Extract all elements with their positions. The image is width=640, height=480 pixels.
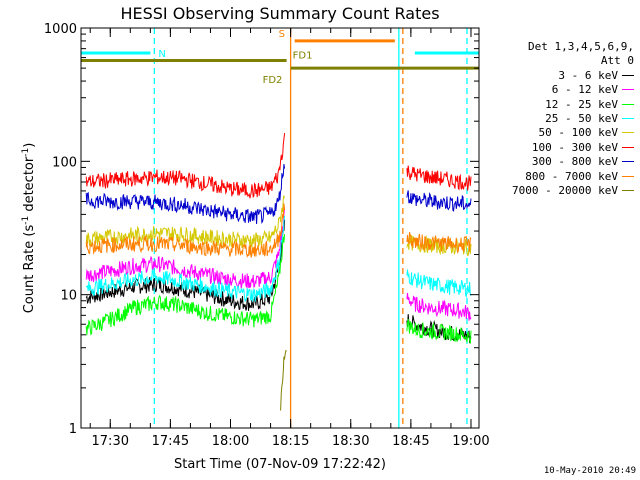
legend-entry: 6 - 12 keV: [474, 83, 634, 97]
y-tick-label: 1000: [44, 22, 77, 37]
legend-swatch: [622, 118, 634, 120]
legend-entry-label: 50 - 100 keV: [538, 126, 618, 140]
legend-entry-label: 7000 - 20000 keV: [512, 184, 618, 198]
series-line: [406, 292, 472, 321]
series-line: [406, 190, 472, 212]
legend-entry: 25 - 50 keV: [474, 112, 634, 126]
series-line: [85, 234, 286, 336]
annotation-label: S: [279, 29, 285, 40]
legend-entry-label: 100 - 300 keV: [531, 140, 618, 154]
timestamp: 10-May-2010 20:49: [543, 466, 636, 476]
series-line: [85, 203, 286, 259]
series-line: [85, 194, 286, 249]
series-line: [85, 133, 286, 199]
x-tick-label: 18:30: [332, 434, 369, 449]
y-axis-label: Count Rate (s-1 detector-1): [21, 143, 37, 314]
legend-entry-label: 800 - 7000 keV: [525, 169, 618, 183]
legend-header: Att 0: [600, 54, 634, 68]
legend-swatch: [622, 175, 634, 178]
legend-entry-label: 25 - 50 keV: [545, 112, 618, 126]
legend-swatch: [622, 161, 634, 163]
legend-entry-label: 3 - 6 keV: [558, 68, 618, 82]
y-tick-label: 1: [69, 422, 77, 437]
series-line: [85, 215, 286, 302]
legend-entry: 12 - 25 keV: [474, 98, 634, 112]
legend-entry: 800 - 7000 keV: [474, 170, 634, 184]
annotation-label: FD1: [293, 51, 313, 62]
x-tick-label: 19:00: [452, 434, 489, 449]
series-line: [406, 165, 472, 191]
legend-entry-label: 300 - 800 keV: [531, 155, 618, 169]
legend-entry: 3 - 6 keV: [474, 69, 634, 83]
legend-entry: 7000 - 20000 keV: [474, 184, 634, 198]
series-line: [280, 349, 287, 411]
legend-swatch: [622, 89, 634, 91]
legend-entry: 100 - 300 keV: [474, 141, 634, 155]
series-line: [85, 164, 286, 225]
series-line: [406, 319, 472, 344]
legend-entry-label: 12 - 25 keV: [545, 97, 618, 111]
series-line: [406, 231, 472, 254]
series-line: [406, 269, 472, 299]
annotation-label: N: [158, 49, 165, 60]
legend-swatch: [622, 132, 634, 134]
legend-swatch: [622, 190, 634, 192]
legend-entry: 300 - 800 keV: [474, 155, 634, 169]
legend-swatch: [622, 74, 634, 77]
x-tick-label: 18:45: [392, 434, 429, 449]
annotation-label: FD2: [263, 75, 283, 86]
series-line: [85, 207, 286, 289]
legend-swatch: [622, 103, 634, 106]
y-tick-label: 10: [60, 289, 77, 304]
chart-title: HESSI Observing Summary Count Rates: [120, 4, 439, 23]
plot-frame: [80, 27, 480, 429]
legend-swatch: [622, 146, 634, 149]
x-tick-label: 18:15: [272, 434, 309, 449]
legend-header: Det 1,3,4,5,6,9,: [528, 40, 634, 53]
x-tick-label: 17:30: [92, 434, 129, 449]
y-tick-label: 100: [52, 155, 77, 170]
x-tick-label: 17:45: [152, 434, 189, 449]
x-tick-label: 18:00: [212, 434, 249, 449]
series-line: [85, 219, 286, 311]
x-axis-label: Start Time (07-Nov-09 17:22:42): [174, 457, 386, 472]
legend-entry-label: 6 - 12 keV: [551, 83, 618, 97]
legend-entry: 50 - 100 keV: [474, 126, 634, 140]
